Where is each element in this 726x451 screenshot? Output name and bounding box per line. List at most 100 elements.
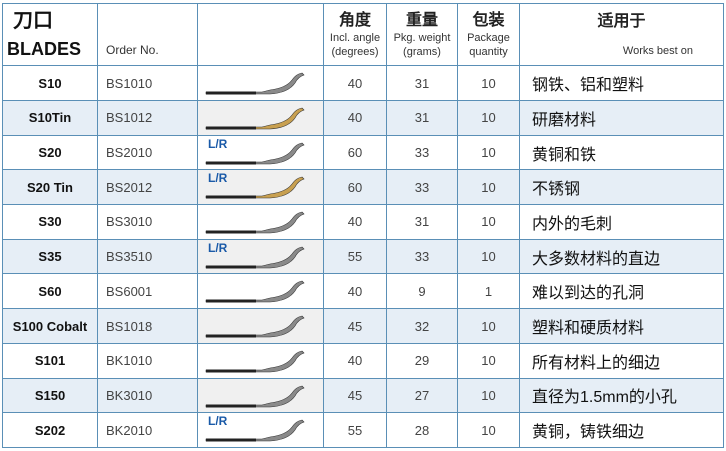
header-angle-en-2: (degrees) (331, 45, 379, 58)
order-number: BS3010 (97, 204, 198, 240)
package-quantity: 10 (457, 308, 520, 344)
blade-image-cell: L/R (197, 169, 324, 206)
included-angle: 55 (323, 238, 387, 275)
header-package-cell: 包装 Package quantity (457, 2, 520, 67)
works-best-on: 难以到达的孔洞 (519, 273, 724, 310)
included-angle: 60 (323, 134, 387, 171)
blade-image-cell (197, 65, 324, 101)
works-best-on: 直径为1.5mm的小孔 (519, 377, 724, 414)
package-weight: 32 (386, 308, 458, 344)
blade-model: S20 (2, 134, 98, 171)
blade-image-cell (197, 377, 324, 414)
table-row: S20 Tin BS2012 L/R 60 33 10 不锈钢 (2, 169, 724, 206)
package-weight: 9 (386, 273, 458, 310)
blade-image-cell (197, 204, 324, 240)
deburring-blade-icon (205, 281, 305, 303)
package-weight: 31 (386, 65, 458, 101)
header-usage-en: Works best on (622, 44, 693, 57)
order-number: BK1010 (97, 342, 198, 379)
included-angle: 40 (323, 342, 387, 379)
table-row: S10 BS1010 40 31 10 钢铁、铝和塑料 (2, 65, 724, 101)
included-angle: 55 (323, 412, 387, 448)
table-row: S202 BK2010 L/R 55 28 10 黄铜，铸铁细边 (2, 412, 724, 448)
package-quantity: 10 (457, 65, 520, 101)
deburring-blade-icon (205, 107, 305, 130)
deburring-blade-icon (205, 385, 305, 408)
header-weight-cn: 重量 (405, 11, 438, 29)
table-row: S20 BS2010 L/R 60 33 10 黄铜和铁 (2, 134, 724, 171)
deburring-blade-icon (205, 315, 305, 338)
header-weight-en-2: (grams) (403, 45, 441, 58)
deburring-blade-icon (205, 350, 305, 373)
header-package-cn: 包装 (472, 11, 505, 29)
blade-model: S60 (2, 273, 98, 310)
package-weight: 33 (386, 134, 458, 171)
header-package-en-2: quantity (469, 45, 508, 58)
order-number: BS1010 (97, 65, 198, 101)
order-number: BS3510 (97, 238, 198, 275)
blade-image-cell (197, 342, 324, 379)
blade-model: S10Tin (2, 99, 98, 136)
blade-image-cell (197, 273, 324, 310)
header-blades-cn: 刀口 (13, 9, 53, 32)
header-order-no: Order No. (106, 42, 159, 57)
blade-image-cell (197, 99, 324, 136)
table-row: S30 BS3010 40 31 10 内外的毛刺 (2, 204, 724, 240)
blade-model: S150 (2, 377, 98, 414)
table-row: S35 BS3510 L/R 55 33 10 大多数材料的直边 (2, 238, 724, 275)
included-angle: 45 (323, 308, 387, 344)
works-best-on: 不锈钢 (519, 169, 724, 206)
package-quantity: 10 (457, 238, 520, 275)
works-best-on: 钢铁、铝和塑料 (519, 65, 724, 101)
blade-image-cell (197, 308, 324, 344)
header-weight-en-1: Pkg. weight (393, 31, 451, 44)
package-quantity: 10 (457, 377, 520, 414)
blade-model: S35 (2, 238, 98, 275)
works-best-on: 所有材料上的细边 (519, 342, 724, 379)
header-row: 刀口 BLADES Order No. 角度 Incl. angle (degr… (2, 2, 724, 67)
order-number: BS2010 (97, 134, 198, 171)
package-weight: 31 (386, 99, 458, 136)
header-angle-cell: 角度 Incl. angle (degrees) (323, 2, 387, 67)
included-angle: 40 (323, 99, 387, 136)
order-number: BS2012 (97, 169, 198, 206)
works-best-on: 黄铜和铁 (519, 134, 724, 171)
blade-image-cell: L/R (197, 412, 324, 448)
package-weight: 33 (386, 169, 458, 206)
included-angle: 40 (323, 273, 387, 310)
package-weight: 31 (386, 204, 458, 240)
header-angle-cn: 角度 (338, 11, 371, 29)
works-best-on: 黄铜，铸铁细边 (519, 412, 724, 448)
order-number: BS1012 (97, 99, 198, 136)
blade-model: S20 Tin (2, 169, 98, 206)
works-best-on: 研磨材料 (519, 99, 724, 136)
left-right-label: L/R (208, 240, 228, 255)
included-angle: 40 (323, 204, 387, 240)
deburring-blade-icon (205, 72, 305, 95)
package-quantity: 10 (457, 99, 520, 136)
deburring-blade-icon (205, 177, 305, 199)
package-quantity: 10 (457, 342, 520, 379)
table-row: S60 BS6001 40 9 1 难以到达的孔洞 (2, 273, 724, 310)
package-quantity: 10 (457, 169, 520, 206)
deburring-blade-icon (205, 419, 305, 442)
blade-model: S10 (2, 65, 98, 101)
table-row: S100 Cobalt BS1018 45 32 10 塑料和硬质材料 (2, 308, 724, 344)
order-number: BS1018 (97, 308, 198, 344)
package-weight: 27 (386, 377, 458, 414)
header-usage-cell: 适用于 Works best on (519, 2, 724, 67)
order-number: BK3010 (97, 377, 198, 414)
works-best-on: 大多数材料的直边 (519, 238, 724, 275)
included-angle: 40 (323, 65, 387, 101)
deburring-blade-icon (205, 142, 305, 165)
package-weight: 33 (386, 238, 458, 275)
table-row: S10Tin BS1012 40 31 10 研磨材料 (2, 99, 724, 136)
works-best-on: 内外的毛刺 (519, 204, 724, 240)
blade-model: S202 (2, 412, 98, 448)
table-row: S101 BK1010 40 29 10 所有材料上的细边 (2, 342, 724, 379)
included-angle: 60 (323, 169, 387, 206)
package-quantity: 10 (457, 134, 520, 171)
blade-model: S30 (2, 204, 98, 240)
deburring-blade-icon (205, 211, 305, 234)
